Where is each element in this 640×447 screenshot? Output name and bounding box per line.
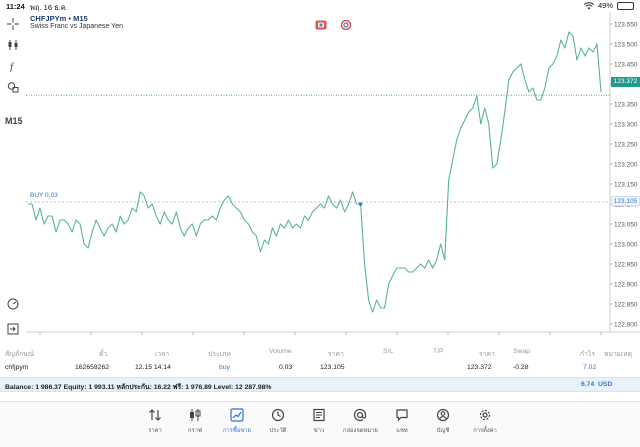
objects-shapes-icon[interactable]: [4, 78, 22, 96]
y-tick-label: 122.800: [614, 322, 638, 329]
one-click-trading-icon[interactable]: [315, 20, 327, 30]
indicators-icon[interactable]: [4, 36, 22, 54]
positions-table: สัญลักษณ์ ตั๋ว เวลา ประเภท Volume ราคา S…: [0, 343, 640, 395]
chat-bubble-icon: [396, 409, 408, 422]
row-time: 12.15 14:14: [135, 364, 171, 371]
nav-news-label: ข่าว: [313, 428, 325, 434]
header-comment: หมายเหตุ: [604, 351, 632, 358]
chart-symbol: CHFJPYm • M15: [30, 14, 88, 23]
mailbox-at-icon: [353, 408, 367, 422]
wifi-icon: [583, 1, 594, 9]
y-tick-label: 123.050: [614, 222, 638, 229]
header-symbol: สัญลักษณ์: [5, 351, 35, 358]
header-swap: Swap: [513, 348, 531, 355]
crosshair-icon[interactable]: [4, 15, 22, 33]
status-indicators: 49%: [583, 1, 634, 10]
nav-history-label: ประวัติ: [269, 428, 287, 434]
bottom-navigation: ราคา กราฟ การซื้อขาย ประวัติ ข่าว กล่องจ…: [0, 401, 640, 447]
speedometer-icon[interactable]: [4, 295, 22, 313]
timeframe-selector[interactable]: M15: [5, 116, 23, 126]
nav-quotes[interactable]: ราคา: [138, 408, 172, 442]
battery-percent: 49%: [597, 1, 613, 10]
row-ticket: 162659262: [75, 364, 110, 371]
header-profit: กำไร: [580, 351, 596, 358]
header-sl: S/L: [383, 348, 394, 355]
header-current-price: ราคา: [479, 351, 495, 358]
row-price: 123.105: [320, 364, 345, 371]
chart-toolbar: f M15: [0, 12, 26, 337]
balance-line: Balance: 1 986.37 Equity: 1 993.11 หลักป…: [5, 384, 272, 391]
account-person-icon: [436, 408, 450, 422]
entry-marker: [358, 202, 363, 206]
row-symbol: chfjpym: [5, 364, 29, 371]
nav-account[interactable]: บัญชี: [426, 408, 460, 442]
symbol-timeframe: • M15: [68, 14, 88, 23]
status-bar: 11:24 พฤ. 16 ธ.ค. 49%: [0, 0, 640, 12]
header-price: ราคา: [328, 351, 344, 358]
header-volume: Volume: [269, 348, 292, 355]
nav-history[interactable]: ประวัติ: [261, 408, 295, 442]
header-ticket: ตั๋ว: [99, 351, 108, 358]
y-tick-label: 123.200: [614, 162, 638, 169]
status-date: พฤ. 16 ธ.ค.: [30, 3, 68, 12]
symbol-description: Swiss Franc vs Japanese Yen: [30, 23, 123, 30]
y-tick-label: 123.350: [614, 102, 638, 109]
header-tp: T/P: [433, 348, 444, 355]
y-tick-label: 123.550: [614, 22, 638, 29]
buy-price-tag: 123.105: [611, 196, 640, 206]
table-row[interactable]: chfjpym 162659262 12.15 14:14 buy 0.03 1…: [0, 362, 640, 374]
current-price-tag: 123.372: [611, 77, 640, 87]
nav-mailbox[interactable]: กล่องจดหมาย: [343, 408, 378, 442]
row-swap: -0.28: [513, 364, 529, 371]
row-type: buy: [219, 364, 230, 371]
table-header: สัญลักษณ์ ตั๋ว เวลา ประเภท Volume ราคา S…: [0, 346, 640, 358]
y-tick-label: 122.850: [614, 302, 638, 309]
y-tick-label: 123.450: [614, 62, 638, 69]
price-series-line: [28, 31, 602, 313]
nav-mailbox-label: กล่องจดหมาย: [343, 428, 378, 434]
row-current-price: 123.372: [467, 364, 492, 371]
settings-gear-icon: [479, 409, 491, 421]
y-tick-label: 123.150: [614, 182, 638, 189]
history-clock-icon: [271, 408, 285, 422]
y-tick-label: 122.900: [614, 282, 638, 289]
candles-icon: [190, 409, 201, 421]
y-tick-label: 122.950: [614, 262, 638, 269]
y-tick-label: 123.300: [614, 122, 638, 129]
nav-trade[interactable]: การซื้อขาย: [220, 408, 254, 442]
y-tick-label: 123.250: [614, 142, 638, 149]
account-summary: Balance: 1 986.37 Equity: 1 993.11 หลักป…: [0, 377, 640, 392]
nav-chat[interactable]: แชท: [385, 408, 419, 442]
nav-chat-label: แชท: [396, 428, 408, 434]
row-volume: 0.03: [279, 364, 293, 371]
symbol-name: CHFJPYm: [30, 14, 67, 23]
account-currency: USD: [598, 381, 613, 388]
price-chart[interactable]: 123.550123.500123.450123.400123.350123.3…: [0, 12, 640, 337]
nav-chart[interactable]: กราฟ: [178, 408, 212, 442]
nav-settings[interactable]: การตั้งค่า: [468, 408, 502, 442]
news-icon: [313, 408, 325, 422]
trade-chart-icon: [230, 408, 244, 422]
buy-position-label[interactable]: BUY 0.03: [30, 192, 58, 199]
quotes-arrows-icon: [149, 409, 161, 421]
nav-account-label: บัญชี: [436, 428, 450, 434]
nav-news[interactable]: ข่าว: [302, 408, 336, 442]
row-profit: 7.02: [583, 364, 597, 371]
header-time: เวลา: [155, 351, 170, 358]
function-icon[interactable]: f: [4, 57, 22, 75]
nav-settings-label: การตั้งค่า: [473, 428, 497, 434]
header-type: ประเภท: [208, 351, 231, 358]
battery-icon: [617, 1, 634, 10]
y-tick-label: 123.500: [614, 42, 638, 49]
new-order-icon[interactable]: [4, 320, 22, 338]
svg-text:f: f: [10, 61, 15, 72]
status-time: 11:24: [6, 2, 25, 11]
nav-chart-label: กราฟ: [188, 428, 202, 434]
depth-of-market-icon[interactable]: [340, 20, 352, 30]
nav-quotes-label: ราคา: [148, 428, 162, 434]
total-profit: 6.74: [581, 381, 595, 388]
y-tick-label: 123.000: [614, 242, 638, 249]
nav-trade-label: การซื้อขาย: [223, 428, 251, 434]
